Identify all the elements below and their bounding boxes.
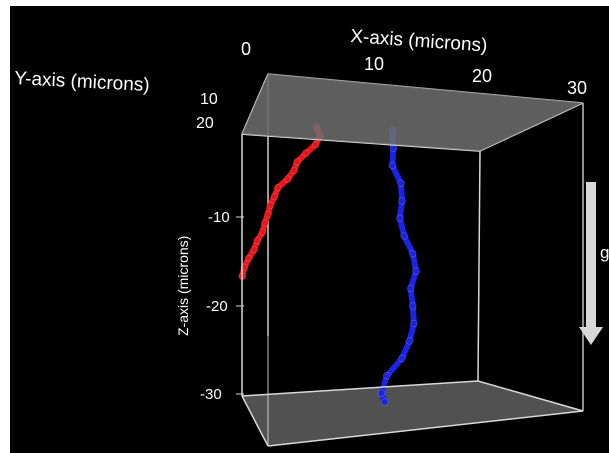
data-point [259, 228, 267, 236]
data-point [253, 237, 262, 245]
gravity-arrow-shaft [586, 182, 596, 328]
data-point [412, 267, 420, 275]
data-point [264, 210, 272, 218]
data-point [398, 354, 406, 362]
ceiling-plane [242, 74, 583, 151]
front-edge [477, 380, 584, 412]
gravity-label: g [600, 243, 609, 262]
x-tick-label: 10 [364, 54, 384, 74]
plot-area: X-axis (microns) Y-axis (microns) Z-axis… [10, 6, 609, 453]
trajectory-series-0 [238, 123, 324, 280]
y-axis-title: Y-axis (microns) [14, 68, 150, 96]
data-point [405, 337, 414, 345]
data-point [245, 254, 253, 263]
series-layer [238, 123, 420, 406]
data-point [302, 149, 310, 157]
data-point [381, 398, 389, 406]
data-point [266, 201, 274, 210]
data-point [274, 184, 282, 192]
data-point [407, 284, 415, 293]
x-axis-title: X-axis (microns) [350, 26, 488, 57]
data-point [397, 179, 405, 188]
data-point [388, 161, 396, 170]
data-point [261, 219, 269, 227]
front-edge [241, 395, 269, 447]
y-axis-ticks: 10 20 [196, 91, 218, 132]
data-point [290, 166, 298, 175]
z-tick-label: -10 [208, 209, 230, 226]
front-edge [241, 380, 479, 397]
chart-3d-scatter: X-axis (microns) Y-axis (microns) Z-axis… [14, 26, 609, 447]
z-axis-title: Z-axis (microns) [175, 236, 191, 336]
data-point [293, 158, 301, 166]
data-point [409, 302, 417, 310]
data-point [398, 197, 406, 205]
gravity-indicator: g [579, 182, 609, 345]
y-tick-label: 10 [200, 91, 218, 108]
data-point [409, 249, 417, 258]
data-point [400, 232, 408, 240]
floor-plane [242, 381, 583, 446]
front-edge [477, 150, 481, 382]
x-axis-ticks: 0 10 20 30 [241, 39, 587, 98]
z-tick-label: -20 [206, 298, 228, 315]
data-point [377, 389, 386, 397]
z-tick-label: -30 [200, 386, 222, 403]
z-axis-ticks: -10 -20 -30 [200, 209, 230, 403]
front-edge [267, 410, 584, 447]
box-ceiling [242, 74, 583, 151]
y-tick-label: 20 [196, 115, 214, 132]
data-point [410, 319, 418, 328]
box-floor [242, 381, 583, 446]
data-point [283, 175, 292, 183]
data-point [311, 140, 320, 149]
data-point [250, 245, 258, 254]
data-point [396, 214, 404, 223]
x-tick-label: 20 [472, 66, 492, 86]
data-point [270, 192, 279, 201]
x-tick-label: 30 [567, 78, 587, 98]
trajectory-series-1 [377, 126, 420, 406]
data-point [383, 372, 391, 380]
x-tick-label: 0 [241, 39, 251, 59]
gravity-arrow-head [579, 327, 603, 345]
